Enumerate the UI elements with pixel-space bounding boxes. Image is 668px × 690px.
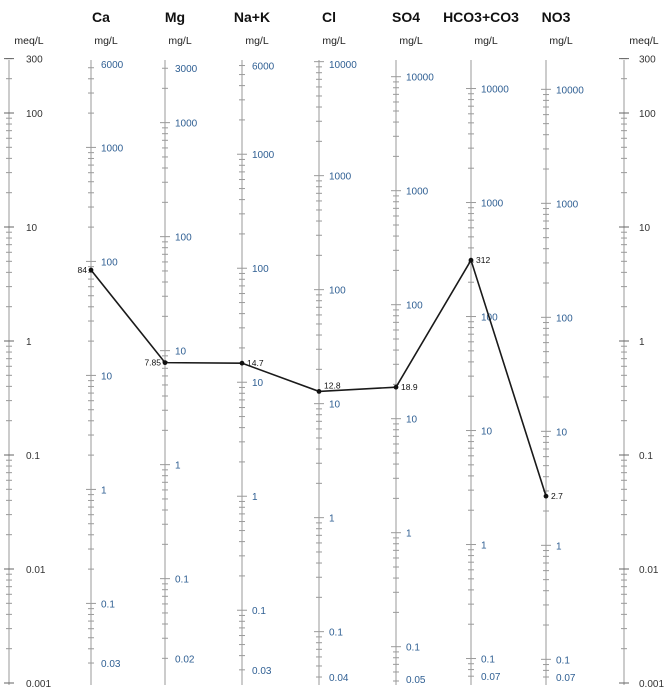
data-point [239,360,245,366]
data-point-label: 2.7 [551,491,563,501]
column-tick-label: 1000 [481,199,504,210]
left-meq-tick-label: 0.001 [26,679,51,690]
column-tick-label: 0.1 [556,655,570,666]
column-tick-label: 10 [252,378,264,389]
column-tick-label: 1 [556,541,562,552]
column-tick-label: 3000 [175,64,198,75]
right-meq-tick-label: 0.1 [639,451,653,462]
column-tick-label: 1000 [252,150,275,161]
left-meq-tick-label: 10 [26,223,38,234]
column-tick-label: 10 [175,347,187,358]
right-meq-tick-label: 300 [639,55,656,66]
column-tick-label: 10 [556,427,568,438]
column-unit: mg/L [322,35,346,47]
data-point-label: 12.8 [324,380,341,390]
column-tick-label: 10000 [481,85,509,96]
right-meq-tick-label: 100 [639,109,656,120]
column-tick-label: 100 [175,233,192,244]
column-tick-label: 100 [252,264,269,275]
column-tick-label: 0.03 [252,666,272,677]
data-point [88,267,94,273]
column-tick-label: 10 [406,415,418,426]
column-tick-label: 0.03 [101,659,121,670]
left-meq-tick-label: 300 [26,55,43,66]
column-header-hco3+co3: HCO3+CO3 [443,9,519,25]
data-point-label: 18.9 [401,382,418,392]
left-meq-tick-label: 100 [26,109,43,120]
column-unit: mg/L [94,35,118,47]
data-point [316,389,322,394]
column-tick-label: 6000 [101,60,124,71]
column-unit: mg/L [399,35,423,47]
right-meq-tick-label: 1 [639,337,645,348]
column-tick-label: 10000 [556,85,584,96]
column-tick-label: 1000 [175,119,198,130]
data-point [543,493,549,499]
column-tick-label: 100 [556,313,573,324]
column-header-mg: Mg [165,9,185,25]
column-tick-label: 1 [175,461,181,472]
column-tick-label: 0.07 [556,673,576,684]
column-tick-label: 1000 [556,199,579,210]
column-tick-label: 10 [101,371,113,382]
column-tick-label: 100 [406,301,423,312]
data-point [162,360,168,366]
column-tick-label: 0.1 [406,643,420,654]
data-point-label: 7.85 [144,358,161,368]
column-tick-label: 1 [101,485,107,496]
column-tick-label: 0.02 [175,654,195,665]
column-tick-label: 1 [252,492,258,503]
column-tick-label: 1000 [101,143,124,154]
column-tick-label: 10000 [329,60,357,71]
column-unit: mg/L [549,35,573,47]
column-tick-label: 0.05 [406,675,426,686]
right-meq-tick-label: 0.01 [639,565,659,576]
column-header-cl: Cl [322,9,336,25]
right-meq-tick-label: 10 [639,223,651,234]
column-header-no3: NO3 [542,9,571,25]
column-tick-label: 0.1 [481,655,495,666]
column-tick-label: 6000 [252,62,275,73]
left-meq-tick-label: 0.01 [26,565,46,576]
data-point-label: 84 [78,265,88,275]
column-tick-label: 10 [329,400,341,411]
column-tick-label: 0.04 [329,673,349,684]
left-meq-tick-label: 1 [26,337,32,348]
column-tick-label: 10000 [406,73,434,84]
column-tick-label: 0.1 [101,599,115,610]
column-tick-label: 0.1 [252,606,266,617]
data-point [393,384,399,390]
column-tick-label: 100 [101,257,118,268]
column-tick-label: 1 [406,529,412,540]
column-tick-label: 0.07 [481,672,501,683]
data-point-label: 312 [476,255,490,265]
column-tick-label: 10 [481,427,493,438]
column-header-so4: SO4 [392,9,420,25]
column-unit: mg/L [168,35,192,47]
column-header-na+k: Na+K [234,9,270,25]
data-point [468,257,474,263]
left-axis-unit: meq/L [14,35,43,47]
column-header-ca: Ca [92,9,110,25]
column-unit: mg/L [474,35,498,47]
column-tick-label: 1000 [329,172,352,183]
column-tick-label: 1 [329,514,335,525]
data-point-label: 14.7 [247,358,264,368]
column-tick-label: 1 [481,541,487,552]
column-unit: mg/L [245,35,269,47]
right-meq-tick-label: 0.001 [639,679,664,690]
column-tick-label: 1000 [406,187,429,198]
left-meq-tick-label: 0.1 [26,451,40,462]
column-tick-label: 0.1 [175,575,189,586]
right-axis-unit: meq/L [629,35,658,47]
column-tick-label: 100 [329,286,346,297]
column-tick-label: 0.1 [329,628,343,639]
